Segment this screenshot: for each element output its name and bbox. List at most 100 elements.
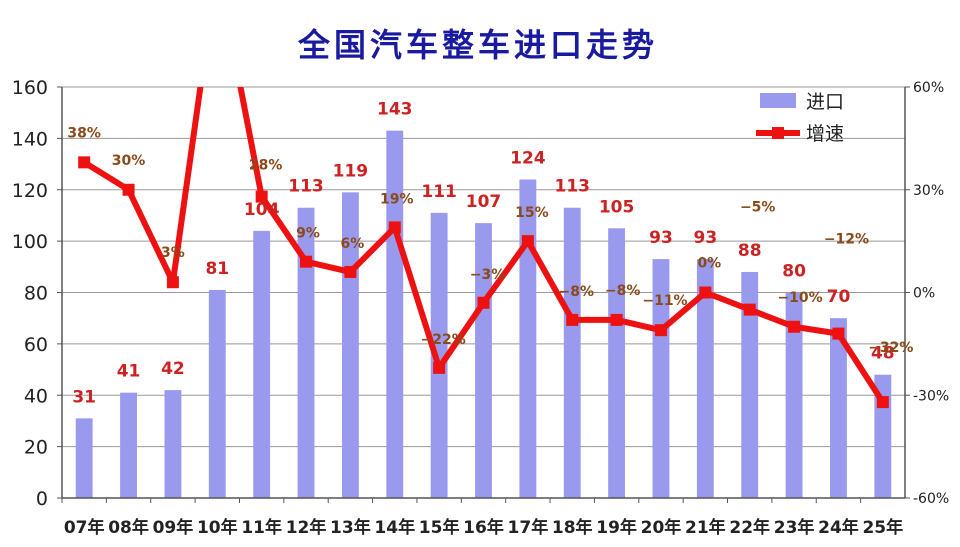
- bar: [430, 212, 448, 498]
- y-right-tick-label: -60%: [913, 491, 949, 507]
- growth-marker: [300, 255, 313, 268]
- growth-marker: [788, 320, 801, 333]
- bar-value-label: 104: [244, 200, 280, 220]
- y-left-tick-label: 60: [24, 334, 48, 356]
- x-tick-label: 10年: [197, 517, 238, 538]
- bar: [830, 318, 847, 498]
- bar: [297, 207, 315, 498]
- growth-marker: [477, 296, 490, 309]
- data-labels: 31 41 42 81 104 113 119 143 111 107 124 113 105 93 93 8…: [67, 100, 913, 408]
- x-tick-label: 24年: [818, 517, 859, 538]
- bar-value-label: 119: [333, 161, 369, 181]
- y-left-tick-label: 20: [24, 437, 48, 459]
- y-left-tick-label: 140: [12, 128, 48, 150]
- bar-value-label: 93: [649, 228, 673, 248]
- x-tick-label: 21年: [685, 517, 726, 538]
- x-tick-label: 08年: [108, 517, 149, 538]
- bar-value-label: 41: [117, 362, 141, 382]
- x-tick-label: 17年: [508, 517, 549, 538]
- x-tick-label: 16年: [463, 517, 504, 538]
- bar-value-label: 113: [554, 177, 590, 197]
- bar: [475, 223, 492, 499]
- y-right-tick-label: -30%: [913, 388, 949, 404]
- growth-value-label: −5%: [740, 200, 776, 216]
- bar: [164, 390, 182, 498]
- bar: [563, 207, 581, 498]
- bar: [608, 228, 626, 498]
- growth-value-label: 3%: [161, 245, 185, 261]
- chart-title: 全国汽车整车进口走势: [297, 26, 658, 64]
- y-left-tick-label: 80: [24, 283, 48, 305]
- bar: [652, 259, 670, 498]
- growth-value-label: 15%: [515, 205, 549, 221]
- bar: [386, 130, 404, 498]
- growth-value-label: −3%: [470, 267, 506, 283]
- growth-marker: [344, 265, 357, 278]
- growth-marker: [78, 156, 91, 169]
- growth-marker: [743, 303, 756, 316]
- y-right-tick-label: 0%: [913, 286, 935, 302]
- x-tick-label: 15年: [419, 517, 460, 538]
- bar-value-label: 81: [205, 259, 229, 279]
- bar: [785, 292, 803, 498]
- legend-bar-swatch: [760, 93, 796, 108]
- growth-value-label: −8%: [605, 283, 641, 299]
- bar-value-label: 48: [871, 344, 895, 364]
- y-right-tick-label: 60%: [913, 80, 944, 96]
- bar-value-label: 107: [466, 192, 502, 212]
- line-series: [78, 87, 889, 409]
- growth-marker: [521, 235, 534, 248]
- y-left-tick-label: 160: [12, 77, 48, 99]
- x-tick-label: 14年: [374, 517, 415, 538]
- y-left-tick-label: 100: [12, 231, 48, 253]
- growth-marker: [610, 313, 623, 326]
- x-tick-label: 07年: [64, 517, 105, 538]
- bar-value-label: 111: [421, 182, 457, 202]
- bar-value-label: 143: [377, 100, 413, 120]
- growth-marker: [255, 190, 268, 203]
- y-right-tick-label: 30%: [913, 183, 944, 199]
- x-tick-label: 12年: [286, 517, 327, 538]
- x-tick-label: 22年: [729, 517, 770, 538]
- bar-value-label: 70: [827, 287, 851, 307]
- x-tick-label: 19年: [596, 517, 637, 538]
- growth-value-label: 28%: [249, 158, 283, 174]
- bar-value-label: 124: [510, 148, 546, 168]
- growth-value-label: −8%: [558, 284, 594, 300]
- axes: 0 20 40 60 80 100 120 140 160 -60% -30% 0% 30% 60% 07年…: [12, 77, 949, 538]
- y-left-tick-label: 0: [36, 488, 48, 510]
- bar: [741, 271, 759, 498]
- bar: [696, 259, 714, 498]
- x-tick-label: 20年: [641, 517, 682, 538]
- growth-value-label: −11%: [642, 293, 687, 309]
- bar-value-label: 88: [738, 241, 762, 261]
- bar-value-label: 31: [72, 387, 96, 407]
- legend-bar-label: 进口: [806, 91, 844, 113]
- growth-marker: [654, 324, 667, 337]
- growth-marker: [699, 286, 712, 299]
- bar: [120, 392, 137, 498]
- bar-value-label: 105: [599, 197, 635, 217]
- y-left-tick-label: 40: [24, 385, 48, 407]
- growth-value-label: 6%: [341, 236, 365, 252]
- bar-value-label: 113: [288, 177, 324, 197]
- x-tick-label: 09年: [153, 517, 194, 538]
- bar: [519, 179, 537, 498]
- bar: [253, 230, 271, 498]
- growth-value-label: 19%: [380, 191, 414, 207]
- growth-value-label: 38%: [67, 125, 101, 141]
- growth-value-label: −12%: [824, 232, 869, 248]
- bar-value-label: 80: [782, 262, 806, 282]
- x-tick-label: 13年: [330, 517, 371, 538]
- x-tick-label: 11年: [241, 517, 282, 538]
- x-tick-label: 23年: [774, 517, 815, 538]
- growth-value-label: −22%: [421, 332, 466, 348]
- growth-marker: [566, 313, 579, 326]
- growth-marker: [876, 396, 889, 409]
- growth-marker: [388, 221, 401, 234]
- growth-marker: [122, 183, 135, 196]
- growth-marker: [433, 361, 446, 374]
- growth-marker: [166, 276, 179, 289]
